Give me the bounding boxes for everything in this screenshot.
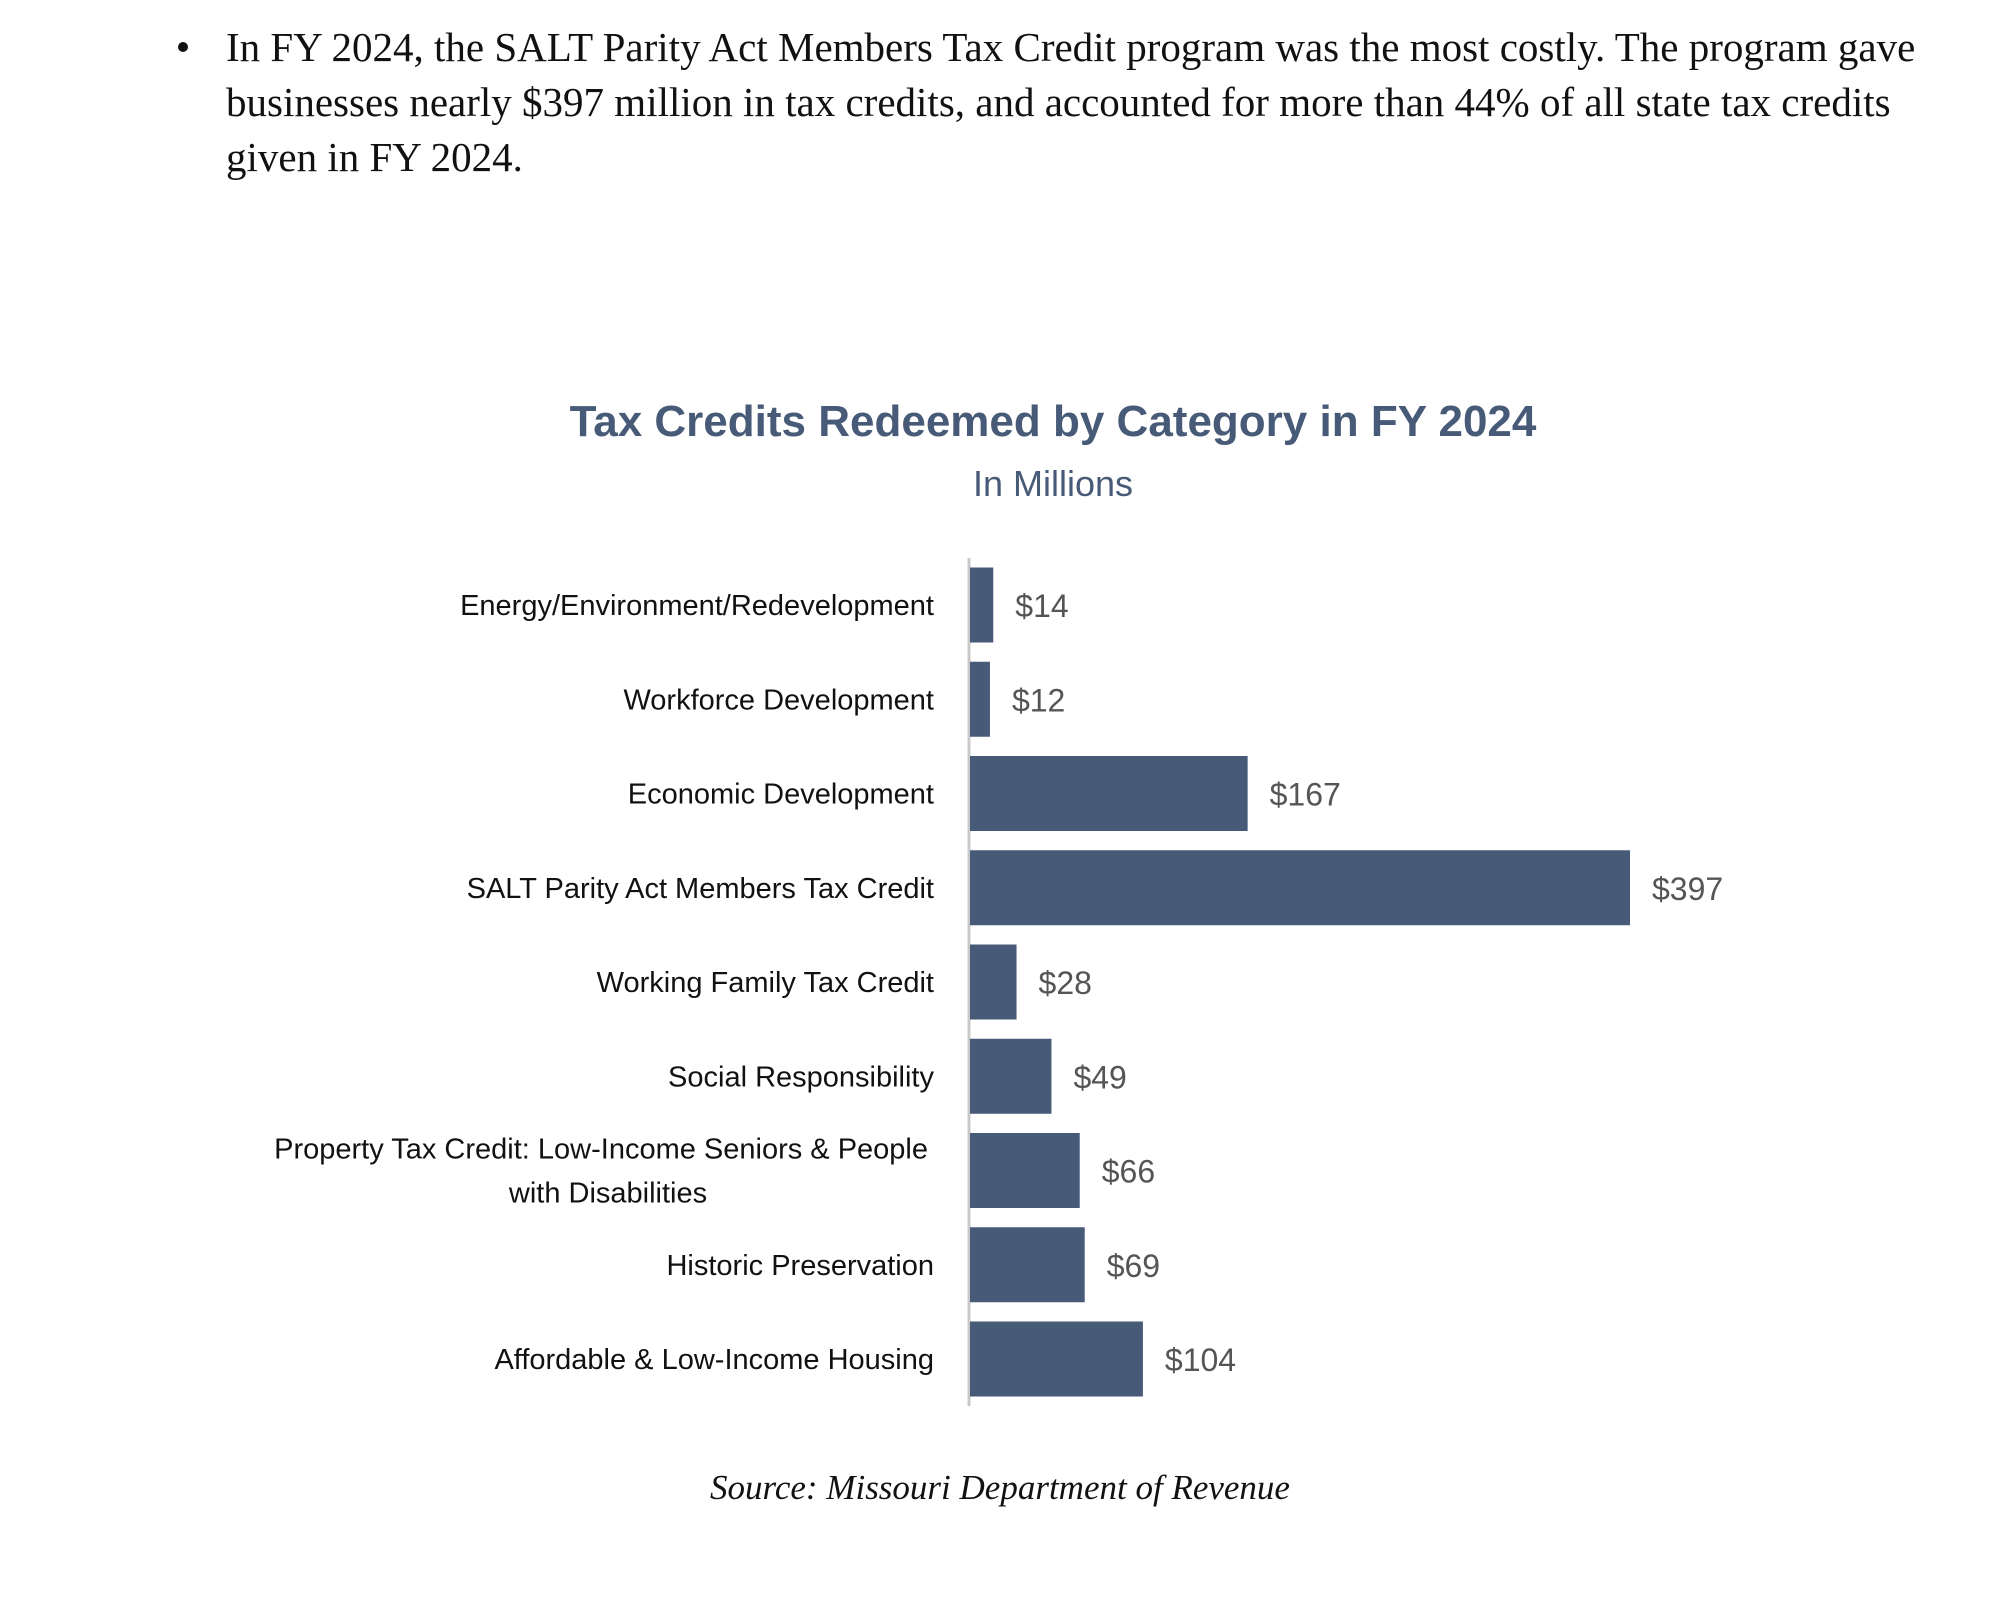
bar [970, 567, 994, 643]
category-label: SALT Parity Act Members Tax Credit [467, 873, 934, 905]
category-label: Historic Preservation [666, 1250, 934, 1282]
bar-value-label: $66 [1102, 1154, 1155, 1190]
bar [970, 850, 1630, 926]
bar-value-label: $12 [1012, 682, 1065, 718]
bar [970, 1321, 1143, 1397]
bar-value-label: $49 [1073, 1059, 1126, 1095]
bar [970, 661, 990, 737]
bar [970, 756, 1248, 831]
category-label: Energy/Environment/Redevelopment [460, 590, 934, 622]
category-label: Property Tax Credit: Low-Income Seniors … [274, 1134, 928, 1210]
bar [970, 1038, 1052, 1114]
bar-value-label: $28 [1039, 965, 1092, 1001]
bar-value-label: $397 [1652, 871, 1723, 907]
bar [970, 1133, 1080, 1208]
category-label: Working Family Tax Credit [597, 967, 934, 999]
bar-value-label: $104 [1165, 1342, 1236, 1378]
source-note: Source: Missouri Department of Revenue [710, 1468, 1290, 1507]
category-label: Workforce Development [623, 684, 934, 716]
bullet-text: In FY 2024, the SALT Parity Act Members … [226, 24, 1916, 180]
category-label: Social Responsibility [668, 1061, 934, 1093]
category-label: Economic Development [628, 779, 934, 811]
bar-value-label: $14 [1015, 588, 1068, 624]
bullet-marker [178, 42, 188, 52]
chart-title: Tax Credits Redeemed by Category in FY 2… [570, 397, 1537, 446]
chart-subtitle: In Millions [973, 463, 1133, 504]
bar-value-label: $69 [1107, 1248, 1160, 1284]
bar-value-label: $167 [1270, 777, 1341, 813]
bar [970, 944, 1017, 1020]
bars-group: $14 Energy/Environment/Redevelopment $12 Wo… [274, 567, 1723, 1397]
bar [970, 1227, 1085, 1303]
category-label: Affordable & Low-Income Housing [494, 1344, 934, 1376]
